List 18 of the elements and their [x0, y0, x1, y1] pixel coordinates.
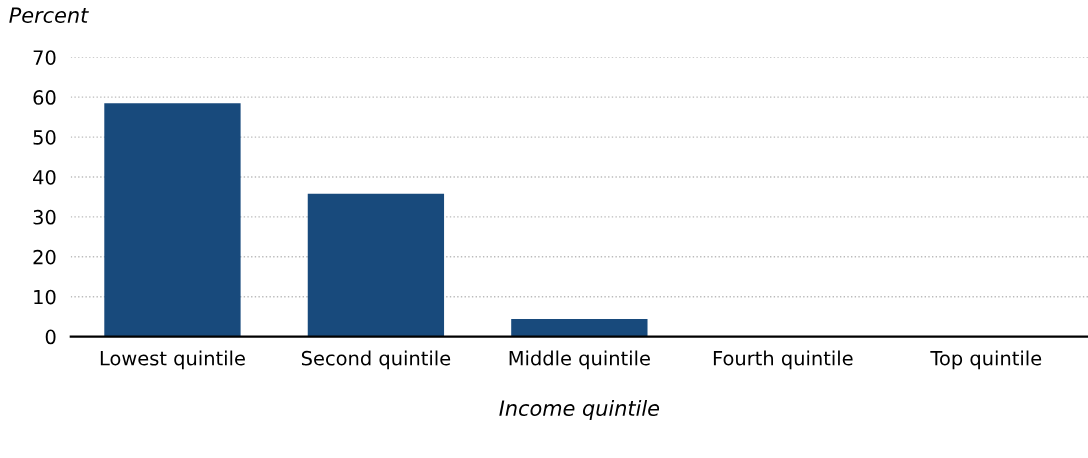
x-tick-label: Second quintile — [301, 350, 451, 370]
x-tick-label: Fourth quintile — [713, 350, 853, 370]
y-tick-label: 10 — [34, 289, 56, 305]
x-tick-label: Top quintile — [930, 350, 1042, 370]
bar — [511, 319, 648, 337]
y-tick-label: 0 — [45, 329, 56, 345]
y-tick-label: 20 — [33, 249, 56, 265]
y-axis-title: Percent — [9, 7, 89, 23]
x-tick-label: Middle quintile — [509, 350, 650, 370]
y-tick-label: 70 — [33, 50, 56, 65]
y-tick-label: 60 — [33, 90, 56, 105]
y-tick-label: 40 — [33, 169, 56, 185]
y-tick-label: 50 — [33, 130, 56, 145]
bar — [307, 193, 445, 337]
x-tick-label: Lowest quintile — [100, 350, 245, 370]
x-axis-title: Income quintile — [499, 399, 660, 421]
y-tick-label: 30 — [33, 209, 56, 225]
bar — [104, 103, 241, 337]
